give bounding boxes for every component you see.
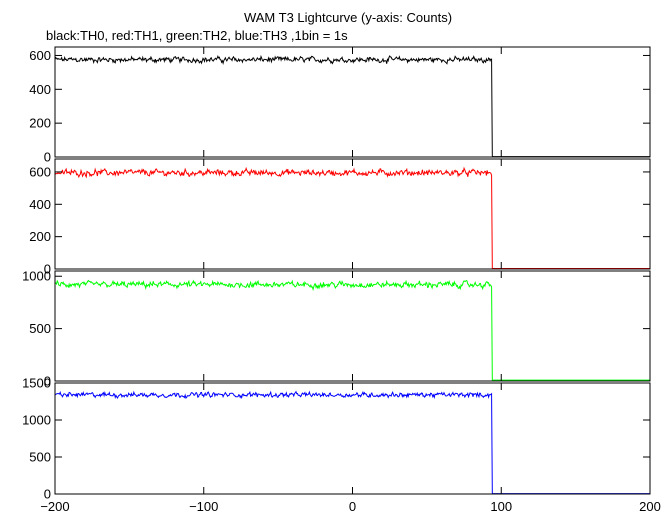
x-tick-label-4: 200: [639, 499, 661, 514]
y-tick-label-2-2: 1000: [22, 269, 51, 284]
panel-3: 0 500 1000 1500: [22, 376, 651, 502]
panel-frame-0: [54, 46, 651, 158]
panel-0: 0 200 400 600: [29, 46, 651, 165]
panel-1: 0 200 400 600: [29, 158, 651, 277]
y-tick-label-0-2: 400: [29, 82, 51, 97]
y-tick-label-2-1: 500: [29, 321, 51, 336]
chart-title: WAM T3 Lightcurve (y-axis: Counts): [244, 10, 452, 25]
x-axis: −200 −100 0 100 200: [40, 499, 661, 514]
panel-frame-2: [54, 270, 651, 382]
y-tick-label-3-3: 1500: [22, 376, 51, 391]
y-tick-label-3-2: 1000: [22, 413, 51, 428]
y-tick-label-3-1: 500: [29, 450, 51, 465]
panel-frame-1: [54, 158, 651, 270]
x-tick-label-2: 0: [349, 499, 356, 514]
y-tick-label-1-1: 200: [29, 229, 51, 244]
y-tick-label-1-0: 0: [44, 262, 51, 277]
series-line-3: [54, 390, 650, 495]
x-tick-label-0: −200: [40, 499, 69, 514]
chart-subtitle: black:TH0, red:TH1, green:TH2, blue:TH3 …: [46, 28, 348, 43]
x-tick-label-3: 100: [490, 499, 512, 514]
series-line-2: [54, 279, 650, 381]
panel-2: 0 500 1000: [22, 269, 651, 389]
panel-frame-3: [54, 382, 651, 495]
series-line-0: [54, 54, 650, 158]
y-tick-label-1-3: 600: [29, 164, 51, 179]
y-tick-label-0-1: 200: [29, 116, 51, 131]
y-tick-label-0-0: 0: [44, 150, 51, 165]
x-tick-label-1: −100: [189, 499, 218, 514]
y-tick-label-3-0: 0: [44, 487, 51, 502]
series-line-1: [54, 166, 650, 270]
y-tick-label-0-3: 600: [29, 48, 51, 63]
y-tick-label-2-0: 0: [44, 374, 51, 389]
y-tick-label-1-2: 400: [29, 197, 51, 212]
